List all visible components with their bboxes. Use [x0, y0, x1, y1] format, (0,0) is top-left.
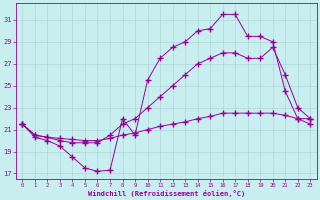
X-axis label: Windchill (Refroidissement éolien,°C): Windchill (Refroidissement éolien,°C) — [88, 190, 245, 197]
